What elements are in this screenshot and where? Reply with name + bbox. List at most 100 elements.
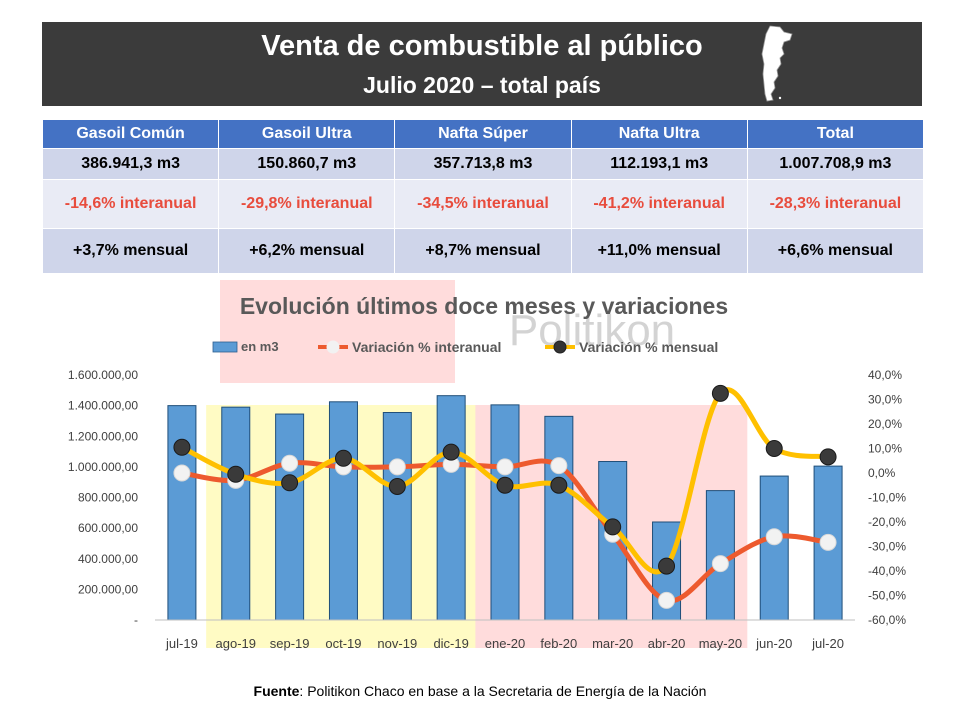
- point-interanual-ene-20: [496, 458, 514, 476]
- point-mensual-jul-20: [819, 448, 837, 466]
- point-mensual-dic-19: [442, 443, 460, 461]
- x-tick-dic-19: dic-19: [433, 636, 468, 651]
- volume-nafta-super: 357.713,8 m3: [394, 148, 572, 180]
- header-gasoil-ultra: Gasoil Ultra: [218, 119, 396, 149]
- point-interanual-jul-20: [819, 533, 837, 551]
- legend-en-m3-swatch: [212, 341, 238, 353]
- point-interanual-nov-19: [388, 458, 406, 476]
- x-tick-oct-19: oct-19: [325, 636, 361, 651]
- y-right-tick: -10,0%: [868, 491, 906, 505]
- main-title: Venta de combustible al público: [261, 30, 703, 62]
- table-header-row: Gasoil Común Gasoil Ultra Nafta Súper Na…: [41, 119, 925, 149]
- y-right-tick: -40,0%: [868, 564, 906, 578]
- volume-nafta-ultra: 112.193,1 m3: [570, 148, 748, 180]
- interanual-nafta-super: -34,5% interanual: [394, 179, 572, 229]
- y-right-tick: -30,0%: [868, 540, 906, 554]
- bar-ago-19: [221, 406, 251, 621]
- x-tick-ene-20: ene-20: [485, 636, 525, 651]
- bar-dic-19: [436, 395, 466, 621]
- point-mensual-ago-19: [227, 465, 245, 483]
- bar-nov-19: [382, 412, 412, 621]
- bar-ene-20: [490, 404, 520, 621]
- header-nafta-super: Nafta Súper: [394, 119, 572, 149]
- point-interanual-may-20: [711, 555, 729, 573]
- point-mensual-feb-20: [550, 476, 568, 494]
- y-right-tick: -60,0%: [868, 613, 906, 627]
- x-tick-jul-19: jul-19: [165, 636, 198, 651]
- main-subtitle: Julio 2020 – total país: [363, 72, 601, 98]
- y-right-tick: -20,0%: [868, 515, 906, 529]
- fuel-summary-table: Gasoil Común Gasoil Ultra Nafta Súper Na…: [41, 119, 925, 274]
- y-left-tick: 1.200.000,00: [68, 429, 138, 443]
- point-mensual-may-20: [711, 384, 729, 402]
- y-left-tick: -: [134, 613, 138, 627]
- bar-jun-20: [759, 475, 789, 621]
- point-mensual-ene-20: [496, 476, 514, 494]
- legend-interanual-label: Variación % interanual: [352, 339, 501, 355]
- source-text: : Politikon Chaco en base a la Secretari…: [299, 683, 707, 699]
- y-right-tick: 10,0%: [868, 442, 902, 456]
- bar-feb-20: [544, 415, 574, 621]
- source-note: Fuente: Politikon Chaco en base a la Sec…: [0, 683, 960, 699]
- y-left-tick: 600.000,00: [78, 521, 138, 535]
- y-right-tick: 20,0%: [868, 417, 902, 431]
- point-mensual-abr-20: [658, 557, 676, 575]
- y-left-tick: 800.000,00: [78, 491, 138, 505]
- x-tick-feb-20: feb-20: [540, 636, 577, 651]
- x-tick-jun-20: jun-20: [755, 636, 792, 651]
- y-right-tick: -50,0%: [868, 589, 906, 603]
- x-tick-jul-20: jul-20: [811, 636, 844, 651]
- point-mensual-nov-19: [388, 477, 406, 495]
- point-interanual-feb-20: [550, 457, 568, 475]
- argentina-map-icon: [761, 25, 793, 102]
- point-mensual-sep-19: [281, 474, 299, 492]
- title-highlight-band: [220, 280, 455, 383]
- y-left-tick: 1.000.000,00: [68, 460, 138, 474]
- y-right-tick: 0,0%: [868, 466, 896, 480]
- y-left-tick: 400.000,00: [78, 552, 138, 566]
- x-tick-may-20: may-20: [699, 636, 742, 651]
- point-mensual-jul-19: [173, 438, 191, 456]
- source-label: Fuente: [253, 683, 300, 699]
- point-mensual-mar-20: [604, 518, 622, 536]
- interanual-row: -14,6% interanual -29,8% interanual -34,…: [41, 179, 925, 229]
- interanual-total: -28,3% interanual: [746, 179, 925, 229]
- point-interanual-jun-20: [765, 528, 783, 546]
- x-tick-sep-19: sep-19: [270, 636, 310, 651]
- header-nafta-ultra: Nafta Ultra: [570, 119, 748, 149]
- mensual-gasoil-ultra: +6,2% mensual: [218, 228, 396, 274]
- mensual-total: +6,6% mensual: [746, 228, 925, 274]
- point-mensual-oct-19: [334, 449, 352, 467]
- y-left-tick: 1.400.000,00: [68, 399, 138, 413]
- point-interanual-sep-19: [281, 454, 299, 472]
- volume-row: 386.941,3 m3 150.860,7 m3 357.713,8 m3 1…: [41, 148, 925, 180]
- legend-en-m3-label: en m3: [241, 339, 279, 354]
- bar-oct-19: [328, 401, 358, 621]
- interanual-nafta-ultra: -41,2% interanual: [570, 179, 748, 229]
- point-interanual-abr-20: [658, 591, 676, 609]
- header-gasoil-comun: Gasoil Común: [41, 119, 220, 149]
- interanual-gasoil-ultra: -29,8% interanual: [218, 179, 396, 229]
- legend-mensual-marker: [553, 340, 567, 354]
- point-mensual-jun-20: [765, 440, 783, 457]
- y-right-tick: 40,0%: [868, 368, 902, 382]
- legend-interanual-marker: [326, 340, 340, 354]
- bar-sep-19: [275, 413, 305, 621]
- y-right-tick: 30,0%: [868, 393, 902, 407]
- bar-jul-19: [167, 405, 197, 621]
- volume-gasoil-ultra: 150.860,7 m3: [218, 148, 396, 180]
- y-left-tick: 200.000,00: [78, 582, 138, 596]
- mensual-nafta-super: +8,7% mensual: [394, 228, 572, 274]
- mensual-row: +3,7% mensual +6,2% mensual +8,7% mensua…: [41, 228, 925, 274]
- legend-mensual-label: Variación % mensual: [579, 339, 718, 355]
- point-interanual-jul-19: [173, 464, 191, 482]
- header-total: Total: [746, 119, 925, 149]
- volume-gasoil-comun: 386.941,3 m3: [41, 148, 220, 180]
- mensual-nafta-ultra: +11,0% mensual: [570, 228, 748, 274]
- x-tick-mar-20: mar-20: [592, 636, 633, 651]
- volume-total: 1.007.708,9 m3: [746, 148, 925, 180]
- mensual-gasoil-comun: +3,7% mensual: [41, 228, 220, 274]
- x-tick-abr-20: abr-20: [648, 636, 686, 651]
- x-tick-ago-19: ago-19: [216, 636, 256, 651]
